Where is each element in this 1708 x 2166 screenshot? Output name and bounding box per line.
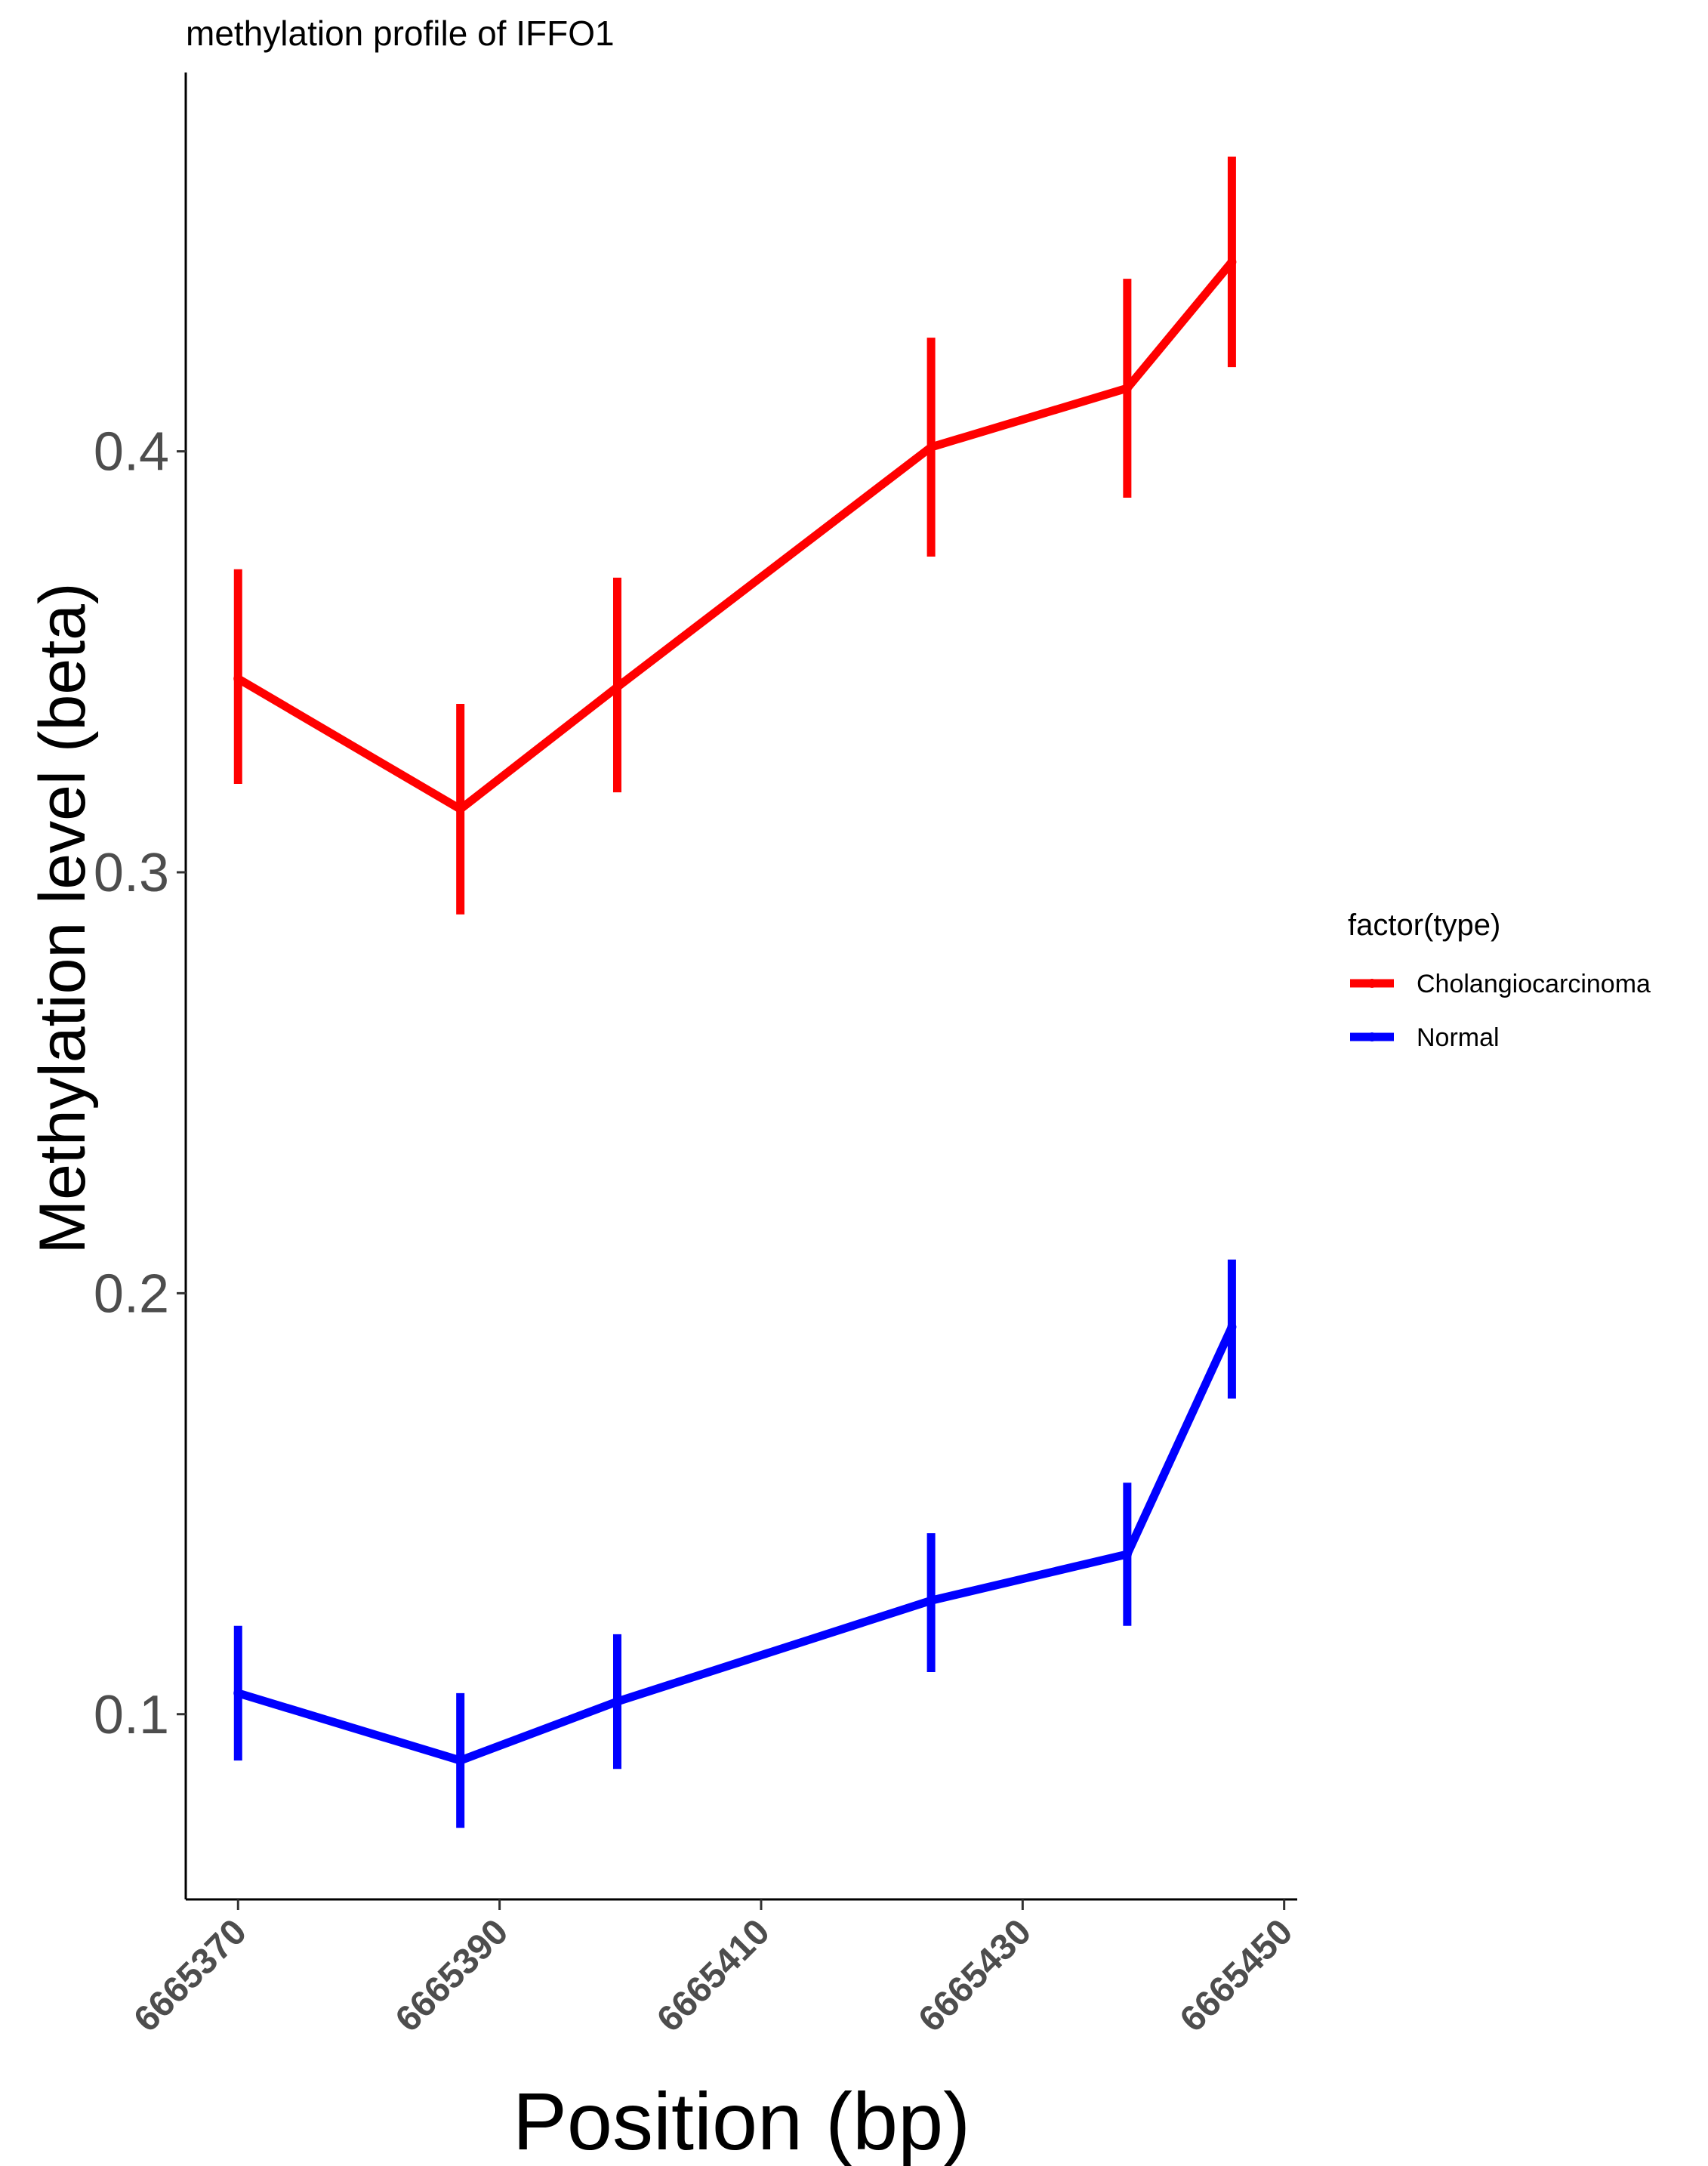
data-point [1227, 1322, 1237, 1331]
data-point [1122, 1549, 1132, 1559]
legend: factor(type) Cholangiocarcinoma Normal [1348, 909, 1651, 1052]
data-point [455, 1756, 465, 1766]
y-axis-title: Methylation level (beta) [26, 582, 99, 1254]
legend-label: Cholangiocarcinoma [1417, 970, 1651, 998]
series-cholangiocarcinoma [233, 156, 1237, 915]
legend-title: factor(type) [1348, 909, 1500, 942]
series-layer [233, 156, 1237, 1828]
series-line [236, 1325, 1236, 1765]
x-tick-label: 6665370 [126, 1911, 254, 2040]
data-point [612, 1697, 622, 1707]
axes [184, 73, 1297, 1901]
data-point [926, 443, 936, 452]
data-point [612, 682, 622, 692]
legend-items: Cholangiocarcinoma Normal [1350, 970, 1651, 1052]
data-point [926, 1596, 936, 1606]
series-line [236, 259, 1235, 813]
x-tick-label: 6665450 [1173, 1911, 1301, 2040]
x-ticks: 6665370 6665390 6665410 6665430 6665450 [126, 1899, 1300, 2040]
data-point [1227, 257, 1237, 267]
data-point [233, 674, 243, 683]
data-point [455, 804, 465, 814]
chart-title: methylation profile of IFFO1 [186, 14, 615, 53]
y-tick-label: 0.2 [94, 1264, 169, 1324]
data-point [1122, 384, 1132, 393]
x-axis-title: Position (bp) [513, 2075, 970, 2166]
data-point [233, 1688, 243, 1698]
legend-key-point [1367, 979, 1377, 988]
legend-key-point [1367, 1032, 1377, 1041]
legend-label: Normal [1417, 1023, 1500, 1052]
y-tick-label: 0.4 [94, 422, 169, 483]
x-tick-label: 6665390 [388, 1911, 516, 2040]
legend-item-cholangiocarcinoma: Cholangiocarcinoma [1350, 970, 1651, 998]
x-tick-label: 6665410 [649, 1911, 778, 2040]
x-tick-label: 6665430 [911, 1911, 1039, 2040]
legend-item-normal: Normal [1350, 1023, 1500, 1052]
y-ticks: 0.1 0.2 0.3 0.4 [94, 422, 186, 1745]
y-tick-label: 0.3 [94, 843, 169, 903]
y-tick-label: 0.1 [94, 1685, 169, 1745]
series-normal [233, 1259, 1237, 1828]
